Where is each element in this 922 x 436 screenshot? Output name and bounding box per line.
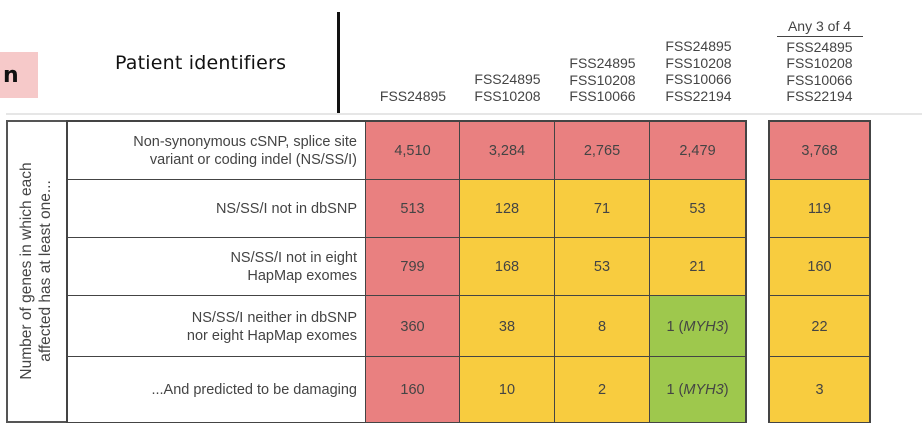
row-label: NS/SS/I not in dbSNP	[68, 180, 366, 238]
table-cell: 3,768	[770, 122, 869, 179]
table-cell: 128	[460, 180, 555, 238]
column-header-any-3-of-4: Any 3 of 4 FSS24895 FSS10208 FSS10066 FS…	[768, 18, 871, 105]
table-cell: 38	[460, 296, 555, 357]
row-axis-box	[6, 120, 66, 423]
gene-name: MYH3	[683, 381, 724, 398]
table-row: 119	[770, 179, 869, 238]
table-cell: 53	[555, 238, 650, 296]
title-divider	[337, 12, 340, 113]
table-cell: 160	[770, 238, 869, 296]
table-cell: 360	[366, 296, 460, 357]
table-cell: 160	[366, 357, 460, 422]
row-axis-label: Number of genes in which each affected h…	[18, 162, 54, 380]
table-cell: 2,765	[555, 122, 650, 179]
table-row: NS/SS/I not in dbSNP 513 128 71 53	[68, 179, 745, 238]
table-cell: 2,479	[650, 122, 745, 179]
table-row: NS/SS/I neither in dbSNP nor eight HapMap…	[68, 295, 745, 357]
table-cell: 119	[770, 180, 869, 238]
table-cell: 71	[555, 180, 650, 238]
column-header-2: FSS24895 FSS10208	[474, 71, 541, 104]
row-label: NS/SS/I not in eight HapMap exomes	[68, 238, 366, 296]
table-cell: 21	[650, 238, 745, 296]
table-cell: 799	[366, 238, 460, 296]
table-cell: 3,284	[460, 122, 555, 179]
table-cell: 4,510	[366, 122, 460, 179]
table-row: 3,768	[770, 122, 869, 179]
gene-name: MYH3	[683, 318, 724, 335]
table-cell: 168	[460, 238, 555, 296]
column-header-3: FSS24895 FSS10208 FSS10066	[569, 55, 636, 104]
any-3-of-4-label: Any 3 of 4	[776, 18, 863, 37]
table-cell: 2	[555, 357, 650, 422]
table-row: 160	[770, 237, 869, 296]
table-cell: 3	[770, 357, 869, 422]
table-cell: 8	[555, 296, 650, 357]
table-cell: 513	[366, 180, 460, 238]
table-row: NS/SS/I not in eight HapMap exomes 799 16…	[68, 237, 745, 296]
header-separator	[6, 113, 922, 115]
column-header-1: FSS24895	[379, 88, 447, 104]
panel-label: n	[0, 52, 38, 98]
table-cell-gene: 1 (MYH3)	[650, 357, 745, 422]
table-row: ...And predicted to be damaging 160 10 2…	[68, 356, 745, 422]
table-row: Non-synonymous cSNP, splice site variant …	[68, 122, 745, 179]
table-cell-gene: 1 (MYH3)	[650, 296, 745, 357]
row-label: ...And predicted to be damaging	[68, 357, 366, 422]
table-row: 3	[770, 356, 869, 422]
table-cell: 22	[770, 296, 869, 357]
table-cell: 10	[460, 357, 555, 422]
column-header-4: FSS24895 FSS10208 FSS10066 FSS22194	[665, 38, 732, 104]
results-table: Non-synonymous cSNP, splice site variant …	[66, 120, 747, 423]
table-cell: 53	[650, 180, 745, 238]
table-row: 22	[770, 295, 869, 357]
row-label: Non-synonymous cSNP, splice site variant …	[68, 122, 366, 179]
patient-identifiers-title: Patient identifiers	[115, 52, 287, 74]
any-3-of-4-table: 3,768 119 160 22 3	[768, 120, 871, 423]
row-label: NS/SS/I neither in dbSNP nor eight HapMap…	[68, 296, 366, 357]
